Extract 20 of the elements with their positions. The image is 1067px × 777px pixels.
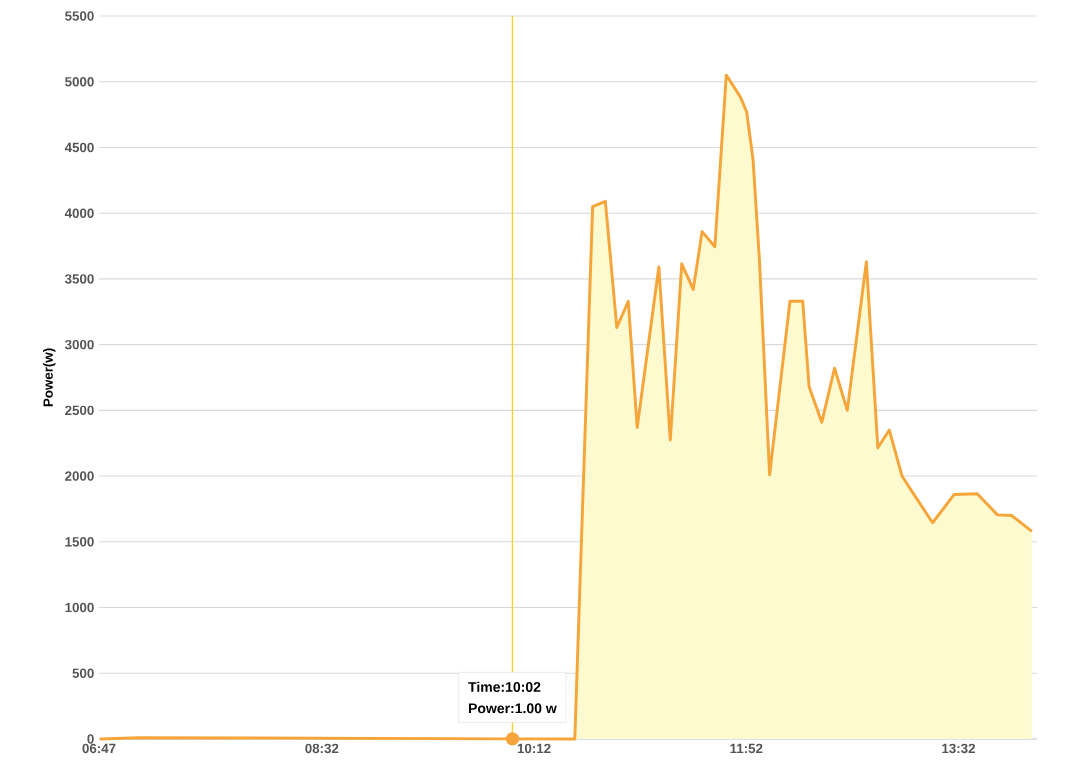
y-tick-label: 2000 — [65, 471, 94, 481]
y-tick-label: 1000 — [65, 602, 94, 613]
x-tick-label: 06:47 — [82, 743, 116, 754]
x-tick-label: 10:12 — [517, 743, 551, 754]
y-axis-title: Power(w) — [43, 348, 56, 407]
y-tick-label: 4500 — [64, 142, 94, 153]
x-tick-label: 08:32 — [305, 743, 339, 754]
y-tick-label: 4000 — [64, 208, 94, 218]
x-tick-label: 13:32 — [942, 743, 975, 754]
y-tick-label: 5500 — [65, 11, 94, 21]
y-tick-label: 3500 — [64, 274, 94, 284]
y-tick-label: 500 — [72, 668, 94, 678]
annotation: Time:10:02 — [468, 681, 541, 692]
y-tick-label: 0 — [87, 734, 94, 744]
annotation: Power:1.00 w — [469, 703, 557, 714]
x-tick-label: 11:52 — [730, 743, 763, 754]
y-tick-label: 5000 — [65, 77, 94, 87]
y-tick-label: 3000 — [64, 339, 94, 350]
y-tick-label: 2500 — [65, 405, 94, 416]
y-tick-label: 1500 — [65, 537, 94, 547]
